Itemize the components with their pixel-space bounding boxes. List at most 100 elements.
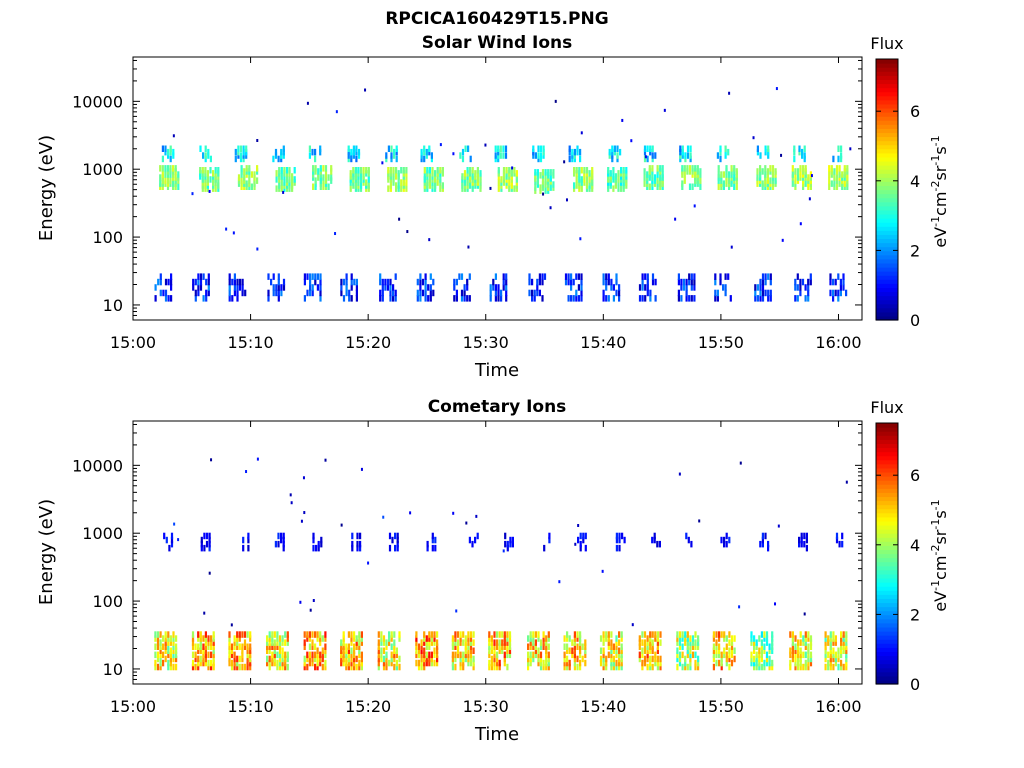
solar-wind-noise-cell bbox=[208, 189, 211, 193]
cometary-burst-cell bbox=[202, 659, 205, 667]
solar-wind-upper-cell bbox=[280, 148, 283, 156]
cometary-burst-cell bbox=[802, 651, 805, 659]
colorbar-step bbox=[876, 614, 898, 620]
solar-wind-upper-cell bbox=[393, 152, 396, 159]
cometary-burst-cell bbox=[324, 647, 327, 654]
cometary-burst-cell bbox=[646, 655, 649, 663]
solar-wind-low-cell bbox=[796, 273, 799, 280]
solar-wind-upper-cell bbox=[613, 145, 616, 152]
cometary-mid-cell bbox=[242, 544, 245, 552]
solar-wind-burst-cell bbox=[585, 167, 589, 174]
cometary-mid-cell bbox=[800, 536, 803, 544]
solar-wind-noise-cell bbox=[775, 87, 778, 91]
cometary-burst-cell bbox=[467, 635, 470, 642]
solar-wind-burst-cell bbox=[651, 165, 654, 172]
cometary-burst-cell bbox=[358, 651, 361, 659]
cometary-mid-cell bbox=[280, 532, 283, 540]
solar-wind-burst-cell bbox=[441, 182, 444, 189]
solar-wind-low-cell bbox=[468, 295, 471, 302]
solar-wind-low-cell bbox=[646, 273, 649, 280]
solar-wind-low-cell bbox=[389, 295, 392, 302]
cometary-burst-cell bbox=[834, 651, 837, 659]
solar-wind-burst-cell bbox=[367, 176, 370, 183]
cometary-burst-cell bbox=[393, 651, 396, 659]
cometary-burst-cell bbox=[342, 631, 345, 638]
cometary-burst-cell bbox=[539, 643, 543, 650]
cometary-burst-cell bbox=[207, 635, 210, 642]
cometary-burst-cell bbox=[469, 643, 473, 650]
cometary-burst-cell bbox=[324, 651, 327, 659]
solar-wind-low-cell bbox=[761, 289, 765, 297]
solar-wind-low-cell bbox=[690, 295, 693, 302]
cometary-burst-cell bbox=[164, 635, 167, 642]
solar-wind-low-cell bbox=[644, 284, 647, 291]
cometary-burst-cell bbox=[573, 639, 576, 646]
cometary-burst-cell bbox=[316, 631, 319, 638]
cometary-burst-cell bbox=[697, 655, 700, 663]
solar-wind-burst-cell bbox=[761, 168, 764, 175]
cometary-burst-cell bbox=[202, 635, 205, 642]
solar-wind-burst-cell bbox=[843, 165, 846, 172]
solar-wind-low-cell bbox=[384, 278, 387, 286]
solar-wind-burst-cell bbox=[728, 171, 731, 178]
solar-wind-burst-cell bbox=[648, 165, 651, 172]
solar-wind-burst-cell bbox=[609, 170, 612, 177]
solar-wind-burst-cell bbox=[513, 185, 516, 192]
cometary-mid-cell bbox=[434, 536, 437, 544]
solar-wind-low-cell bbox=[839, 289, 842, 297]
cometary-burst-cell bbox=[377, 659, 380, 667]
cometary-burst-cell bbox=[306, 631, 309, 638]
solar-wind-low-cell bbox=[602, 273, 605, 280]
cometary-burst-cell bbox=[380, 639, 383, 646]
colorbar-step bbox=[876, 590, 898, 595]
cometary-mid-cell bbox=[431, 532, 434, 540]
solar-wind-upper-cell bbox=[542, 148, 545, 156]
colorbar-step bbox=[876, 451, 898, 457]
solar-wind-burst-cell bbox=[405, 179, 408, 186]
solar-wind-burst-cell bbox=[833, 180, 836, 187]
cometary-burst-cell bbox=[233, 639, 236, 646]
solar-wind-upper-cell bbox=[504, 152, 508, 159]
solar-wind-burst-cell bbox=[479, 170, 482, 177]
solar-wind-low-cell bbox=[427, 284, 430, 291]
solar-wind-low-cell bbox=[489, 284, 492, 291]
cometary-burst-cell bbox=[462, 655, 465, 663]
cometary-burst-cell bbox=[454, 635, 457, 642]
cometary-burst-cell bbox=[763, 659, 766, 667]
cometary-burst-cell bbox=[281, 647, 284, 654]
solar-wind-burst-cell bbox=[387, 185, 390, 192]
solar-wind-upper-cell bbox=[504, 145, 508, 152]
solar-wind-y-label: Energy (eV) bbox=[36, 135, 57, 241]
solar-wind-upper-cell bbox=[282, 152, 285, 159]
solar-wind-low-cell bbox=[541, 278, 544, 286]
solar-wind-low-cell bbox=[842, 284, 845, 291]
solar-wind-noise-cell bbox=[752, 136, 755, 140]
solar-wind-burst-cell bbox=[828, 183, 831, 190]
cometary-burst-cell bbox=[278, 651, 282, 659]
cometary-burst-cell bbox=[496, 631, 499, 638]
solar-wind-low-cell bbox=[531, 295, 534, 302]
solar-wind-upper-cell bbox=[355, 145, 358, 152]
solar-wind-low-cell bbox=[207, 284, 210, 291]
colorbar-step bbox=[876, 201, 898, 207]
cometary-burst-cell bbox=[508, 631, 512, 638]
cometary-burst-cell bbox=[321, 655, 324, 663]
cometary-burst-cell bbox=[278, 655, 282, 663]
colorbar-tick-label: 2 bbox=[910, 241, 920, 260]
cometary-burst-cell bbox=[615, 647, 618, 654]
solar-wind-burst-cell bbox=[612, 173, 615, 180]
cometary-burst-cell bbox=[350, 659, 353, 667]
cometary-mid-cell bbox=[511, 536, 514, 544]
colorbar-step bbox=[876, 177, 898, 182]
cometary-burst-cell bbox=[388, 631, 391, 638]
cometary-burst-cell bbox=[276, 663, 279, 671]
solar-wind-burst-cell bbox=[293, 167, 296, 174]
cometary-burst-cell bbox=[172, 643, 175, 650]
cometary-burst-cell bbox=[169, 639, 172, 646]
solar-wind-upper-cell bbox=[494, 155, 497, 163]
solar-wind-upper-cell bbox=[347, 145, 350, 152]
cometary-burst-cell bbox=[241, 663, 244, 671]
solar-wind-upper-cell bbox=[679, 145, 682, 152]
cometary-mid-cell bbox=[396, 536, 399, 544]
cometary-burst-cell bbox=[697, 635, 700, 642]
